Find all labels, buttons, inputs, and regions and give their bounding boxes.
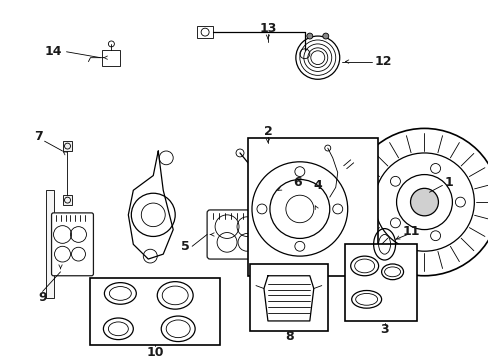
Circle shape [322,33,328,39]
Text: 4: 4 [313,179,322,192]
Text: 12: 12 [374,55,391,68]
Bar [45,190,53,298]
Text: 7: 7 [34,130,43,143]
Text: 10: 10 [146,346,163,359]
Text: 6: 6 [293,176,302,189]
Bar [197,26,213,38]
Bar [102,50,120,66]
Text: 2: 2 [263,125,272,138]
FancyBboxPatch shape [207,210,267,259]
Bar [62,195,72,205]
Bar [247,138,377,276]
Bar [344,244,416,321]
FancyBboxPatch shape [51,213,93,276]
Text: 13: 13 [259,22,276,35]
Text: 9: 9 [38,291,47,304]
Circle shape [410,188,438,216]
Text: 5: 5 [181,240,189,253]
Text: 14: 14 [45,45,62,58]
Text: 1: 1 [444,176,453,189]
Circle shape [306,33,312,39]
Text: 11: 11 [402,225,419,238]
Bar [90,278,220,345]
Bar [249,264,327,331]
Text: 8: 8 [285,330,294,343]
Bar [62,141,72,151]
Text: 3: 3 [380,323,388,336]
